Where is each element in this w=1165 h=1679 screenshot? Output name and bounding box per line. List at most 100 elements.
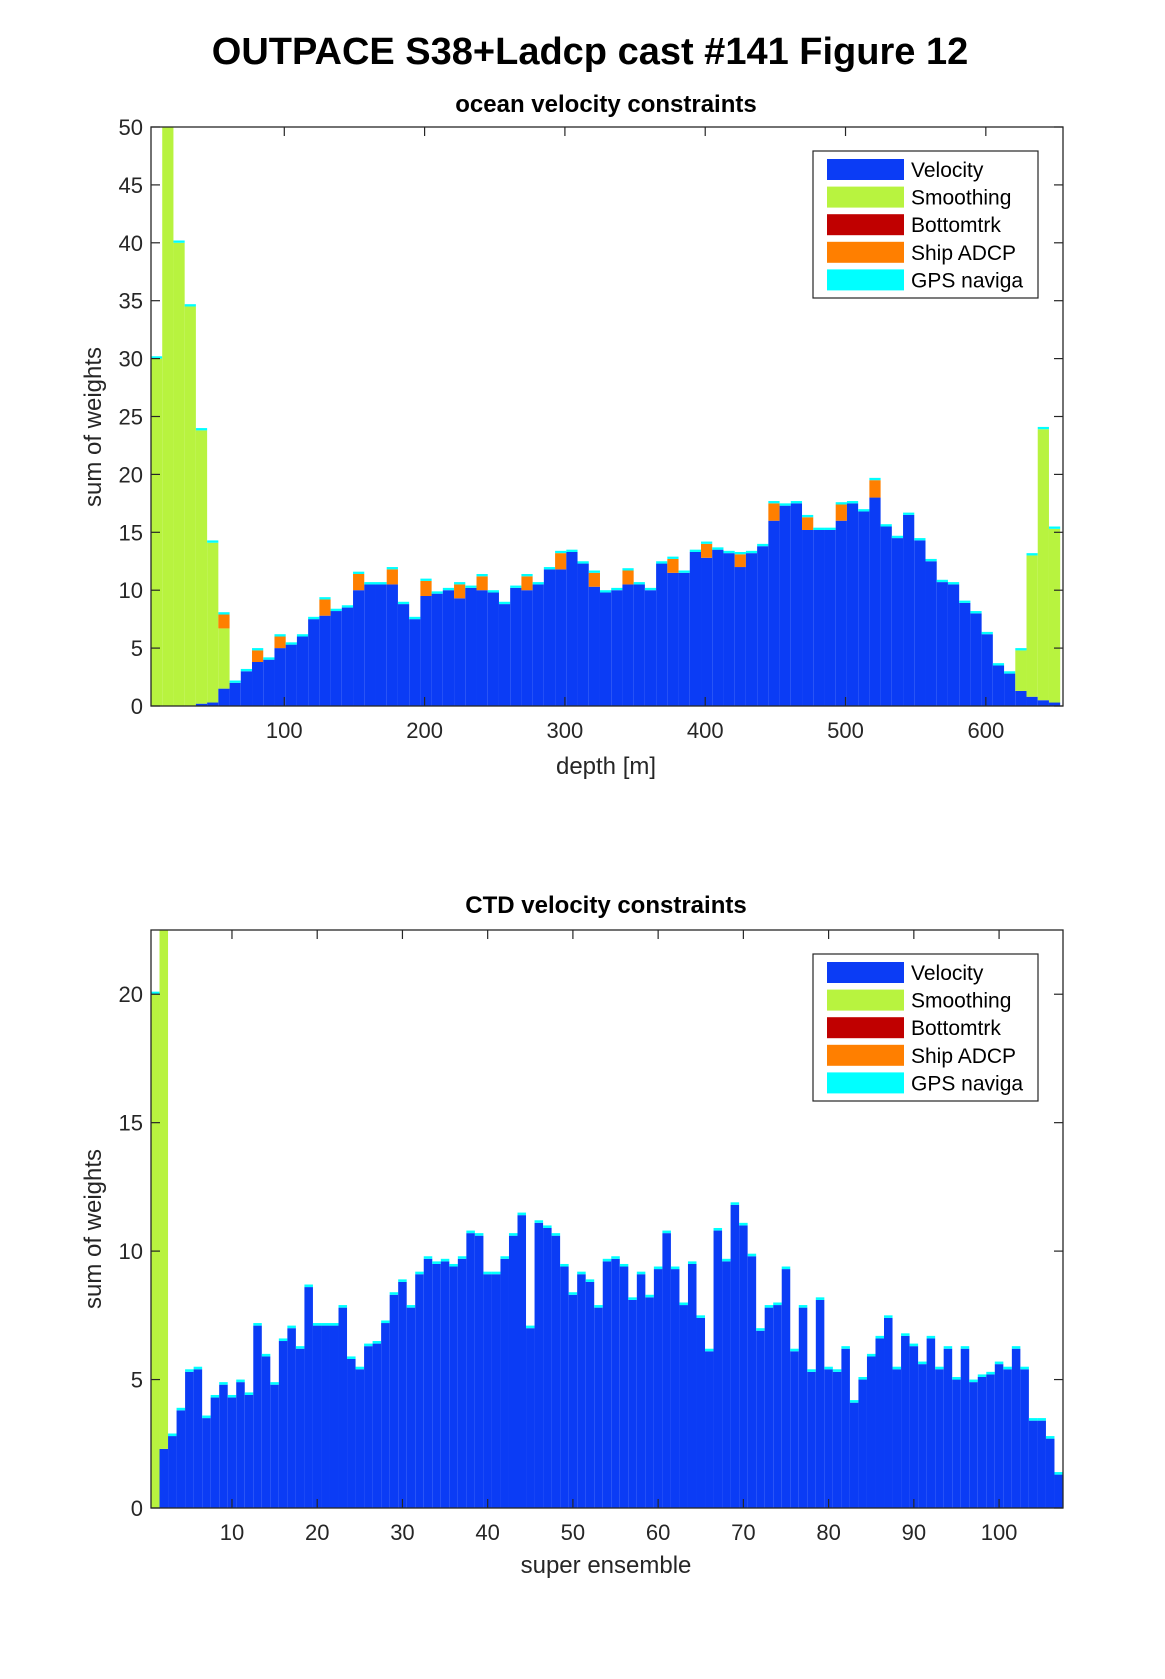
bar-segment	[476, 590, 488, 706]
bar-segment	[633, 582, 645, 585]
bar-segment	[892, 1369, 902, 1508]
bar-segment	[835, 504, 847, 521]
bar-segment	[723, 550, 735, 554]
bar-segment	[936, 582, 948, 706]
x-tick-label: 100	[266, 718, 303, 743]
bar-segment	[705, 1351, 714, 1508]
bar-segment	[330, 611, 342, 706]
y-tick-label: 20	[119, 462, 143, 487]
y-tick-label: 0	[131, 694, 143, 719]
bar-segment	[532, 584, 544, 706]
bar-segment	[185, 1371, 194, 1508]
bar-segment	[406, 1305, 416, 1308]
bar-segment	[252, 650, 264, 662]
ocean-plot-frame	[150, 126, 1064, 707]
bar-segment	[679, 1305, 688, 1508]
bar-segment	[1054, 1474, 1063, 1508]
bar-segment	[802, 514, 814, 518]
bar-segment	[981, 631, 993, 635]
bar-segment	[347, 1359, 356, 1508]
bar-segment	[1037, 700, 1049, 706]
bar-segment	[270, 1384, 279, 1508]
bar-segment	[207, 540, 219, 543]
bar-segment	[773, 1302, 782, 1306]
bar-segment	[952, 1379, 961, 1508]
bar-segment	[521, 576, 533, 591]
bar-segment	[869, 497, 881, 706]
bar-segment	[678, 570, 690, 573]
bar-segment	[159, 930, 169, 1449]
bar-segment	[636, 1271, 646, 1275]
bar-segment	[498, 604, 511, 706]
legend-label: Velocity	[911, 159, 984, 182]
bar-segment	[409, 619, 421, 706]
bar-segment	[338, 1305, 348, 1308]
bar-segment	[193, 1366, 203, 1370]
bar-segment	[599, 590, 612, 593]
bar-segment	[555, 553, 567, 570]
x-tick-label: 400	[687, 718, 724, 743]
bar-segment	[1004, 671, 1016, 674]
bar-segment	[611, 1256, 620, 1259]
bar-segment	[653, 1269, 663, 1508]
bar-segment	[398, 1279, 407, 1282]
bar-segment	[764, 1305, 774, 1308]
bar-segment	[1037, 1420, 1046, 1508]
bar-segment	[914, 540, 926, 706]
legend-swatch	[827, 159, 904, 180]
ocean-ticks: 100 200 300 400 500 600 0 5 10 15 20 25 30 35 40 45 50	[119, 115, 1063, 743]
bar-segment	[1003, 1369, 1012, 1508]
bar-segment	[670, 1266, 680, 1270]
bar-segment	[959, 602, 971, 706]
bar-segment	[375, 582, 387, 585]
bar-segment	[977, 1376, 987, 1508]
bar-segment	[602, 1261, 612, 1508]
bar-segment	[295, 1346, 305, 1349]
bar-segment	[431, 591, 443, 594]
bar-segment	[723, 553, 735, 706]
x-tick-label: 90	[902, 1520, 926, 1545]
ctd-legend: Velocity Smoothing Bottomtrk Ship ADCP GPS n…	[812, 953, 1039, 1102]
bar-segment	[355, 1369, 365, 1508]
bar-segment	[875, 1335, 885, 1339]
bar-segment	[815, 1299, 825, 1508]
bar-segment	[994, 1364, 1004, 1508]
bar-segment	[734, 551, 746, 555]
bar-segment	[936, 579, 948, 583]
bar-segment	[577, 561, 589, 564]
bar-segment	[662, 1230, 671, 1234]
bar-segment	[970, 611, 982, 614]
bar-segment	[858, 1376, 867, 1380]
bar-segment	[869, 477, 881, 481]
legend-swatch	[827, 1072, 904, 1094]
bar-segment	[218, 614, 230, 629]
bar-segment	[398, 1281, 407, 1508]
bar-segment	[195, 703, 208, 706]
bar-segment	[240, 668, 253, 672]
x-tick-label: 10	[220, 1520, 244, 1545]
bar-segment	[483, 1274, 492, 1508]
bar-segment	[1026, 553, 1038, 556]
bar-segment	[757, 546, 769, 706]
bar-segment	[745, 553, 758, 706]
bar-segment	[925, 558, 937, 562]
bar-segment	[353, 590, 365, 706]
bar-segment	[622, 568, 634, 571]
ctd-x-axis-label: super ensemble	[521, 1552, 692, 1579]
bar-segment	[474, 1235, 484, 1508]
bar-segment	[184, 306, 196, 706]
bar-segment	[319, 615, 331, 706]
bar-segment	[713, 1227, 723, 1231]
y-tick-label: 15	[119, 1111, 143, 1136]
bar-segment	[1026, 555, 1038, 697]
x-tick-label: 500	[827, 718, 864, 743]
bar-segment	[287, 1325, 296, 1329]
bar-segment	[969, 1379, 978, 1383]
bar-segment	[705, 1348, 714, 1352]
bar-segment	[476, 576, 488, 591]
bar-segment	[263, 659, 275, 706]
legend-label: Ship ADCP	[911, 1045, 1016, 1068]
bar-segment	[701, 557, 713, 706]
bar-segment	[261, 1353, 271, 1357]
